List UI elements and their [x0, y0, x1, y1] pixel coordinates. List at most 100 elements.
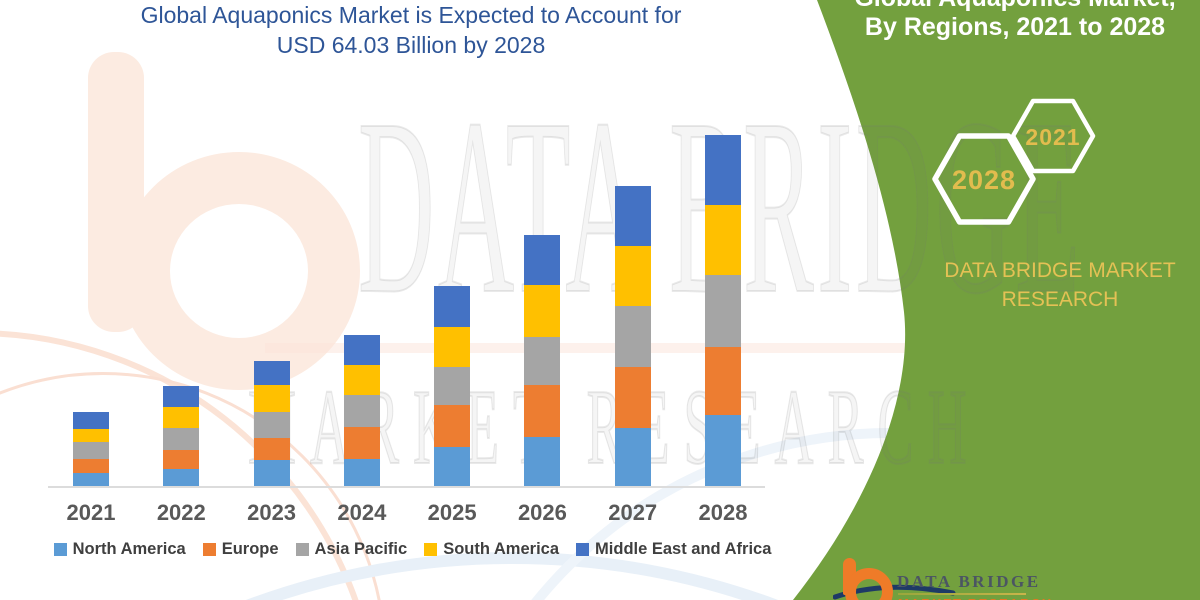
hexagon-year-2028: 2028: [951, 165, 1017, 195]
hexagon-2028: [932, 133, 1036, 225]
hexagon-year-2021: 2021: [1025, 124, 1081, 150]
bar-segment-2022-asia-pacific: [163, 428, 200, 450]
bar-segment-2023-middle-east-and-africa: [253, 361, 290, 386]
logo-brand-text: DATA BRIDGE: [897, 572, 1041, 591]
bar-segment-2026-europe: [524, 384, 561, 437]
x-axis-label-text-2021: 2021: [66, 500, 116, 525]
bar-2027: [614, 186, 651, 487]
x-axis-label-2022: 2022: [157, 500, 206, 526]
x-axis-label-text-2026: 2026: [517, 500, 567, 525]
legend-item-asia-pacific: Asia Pacific: [295, 540, 408, 559]
bar-segment-2027-middle-east-and-africa: [614, 186, 651, 247]
chart-title: Global Aquaponics Market is Expected to …: [0, 0, 822, 60]
bar-2021: [73, 412, 109, 487]
x-axis-label-2021: 2021: [67, 500, 116, 526]
bar-segment-2026-south-america: [524, 284, 561, 337]
bar-segment-2023-north-america: [253, 460, 290, 487]
bar-segment-2025-south-america: [434, 326, 471, 368]
bar-segment-2025-middle-east-and-africa: [434, 285, 471, 327]
bar-segment-2027-europe: [614, 367, 651, 429]
bar-segment-2026-middle-east-and-africa: [524, 234, 561, 285]
legend-label-north-america: North America: [72, 540, 186, 558]
panel-brand-line1: DATA BRIDGE MARKET: [944, 259, 1176, 282]
bar-segment-2022-south-america: [163, 407, 200, 429]
bar-2022: [163, 385, 200, 487]
bar-segment-2025-asia-pacific: [434, 367, 471, 406]
bar-segment-2022-europe: [163, 449, 200, 469]
bar-segment-2024-south-america: [343, 364, 380, 396]
bar-segment-2028-middle-east-and-africa: [704, 134, 741, 205]
x-axis-label-text-2027: 2027: [608, 500, 658, 525]
panel-brand-line2: RESEARCH: [1001, 288, 1119, 311]
bar-segment-2021-europe: [73, 458, 109, 473]
x-axis-labels: 2021 2022 2023 2024 2025 2026 2027 2028: [67, 500, 748, 526]
legend-swatch-south-america: [424, 543, 438, 556]
bar-segment-2025-europe: [434, 405, 471, 447]
bar-segment-2026-north-america: [524, 436, 561, 487]
bar-segment-2021-asia-pacific: [73, 441, 109, 459]
x-axis-label-2024: 2024: [337, 500, 386, 526]
bar-segment-2021-south-america: [73, 429, 109, 442]
bar-2026: [524, 234, 561, 487]
dbmr-logo: DATA BRIDGE MARKET RESEARCH: [833, 556, 1095, 600]
legend-swatch-middle-east-and-africa: [576, 543, 590, 556]
x-axis-line: [48, 486, 765, 488]
bar-segment-2027-asia-pacific: [614, 306, 651, 368]
year-hexagons: [932, 98, 1096, 225]
green-panel-shape: [793, 0, 1200, 600]
bar-segment-2024-north-america: [343, 458, 380, 487]
bar-segment-2025-north-america: [434, 446, 471, 487]
legend-label-europe: Europe: [221, 540, 279, 558]
chart-legend: North America Europe Asia Pacific South Ame…: [0, 540, 825, 559]
x-axis-label-text-2023: 2023: [247, 500, 297, 525]
x-axis-label-2026: 2026: [518, 500, 567, 526]
bar-segment-2022-north-america: [163, 468, 200, 487]
bar-2023: [253, 361, 290, 487]
bar-segment-2024-asia-pacific: [343, 395, 380, 428]
chart-title-line1: Global Aquaponics Market is Expected to …: [140, 2, 682, 28]
x-axis-label-2028: 2028: [699, 500, 748, 526]
x-axis-label-text-2025: 2025: [427, 500, 477, 525]
panel-heading-line2: By Regions, 2021 to 2028: [864, 13, 1166, 41]
legend-item-south-america: South America: [424, 540, 559, 559]
x-axis-label-text-2024: 2024: [337, 500, 387, 525]
logo-underline: [898, 593, 1026, 595]
bar-segment-2027-south-america: [614, 246, 651, 307]
bar-2024: [343, 334, 380, 487]
panel-heading-line1: Global Aquaponics Market,: [845, 0, 1185, 13]
stacked-bar-chart: [73, 127, 741, 487]
bar-segment-2022-middle-east-and-africa: [163, 385, 200, 408]
legend-label-asia-pacific: Asia Pacific: [314, 540, 408, 558]
logo-b-bowl-icon: [845, 568, 893, 600]
x-axis-label-text-2022: 2022: [156, 500, 206, 525]
bar-segment-2024-middle-east-and-africa: [343, 334, 380, 365]
bar-segment-2023-south-america: [253, 385, 290, 413]
bar-segment-2021-north-america: [73, 472, 109, 487]
bar-segment-2021-middle-east-and-africa: [73, 412, 109, 430]
x-axis-label-2025: 2025: [428, 500, 477, 526]
bar-2025: [434, 285, 471, 487]
legend-label-south-america: South America: [443, 540, 560, 558]
bar-segment-2023-europe: [253, 438, 290, 461]
legend-swatch-north-america: [53, 543, 67, 556]
bar-segment-2023-asia-pacific: [253, 412, 290, 439]
x-axis-label-2027: 2027: [608, 500, 657, 526]
legend-swatch-europe: [202, 543, 216, 556]
bar-segment-2024-europe: [343, 427, 380, 459]
panel-heading: Global Aquaponics Market, By Regions, 20…: [845, 0, 1185, 42]
logo-sub-text: MARKET RESEARCH: [898, 596, 1053, 600]
hexagon-2021: [1010, 98, 1096, 174]
legend-swatch-asia-pacific: [295, 543, 309, 556]
bar-segment-2026-asia-pacific: [524, 336, 561, 385]
bar-segment-2027-north-america: [614, 428, 651, 487]
bar-segment-2028-asia-pacific: [704, 274, 741, 347]
panel-brand-text: DATA BRIDGE MARKET RESEARCH: [920, 256, 1200, 314]
legend-item-europe: Europe: [202, 540, 279, 559]
chart-title-line2: USD 64.03 Billion by 2028: [276, 32, 546, 58]
legend-item-middle-east-and-africa: Middle East and Africa: [576, 540, 771, 559]
bar-segment-2028-north-america: [704, 414, 741, 487]
x-axis-label-text-2028: 2028: [698, 500, 748, 525]
bar-segment-2028-europe: [704, 346, 741, 415]
